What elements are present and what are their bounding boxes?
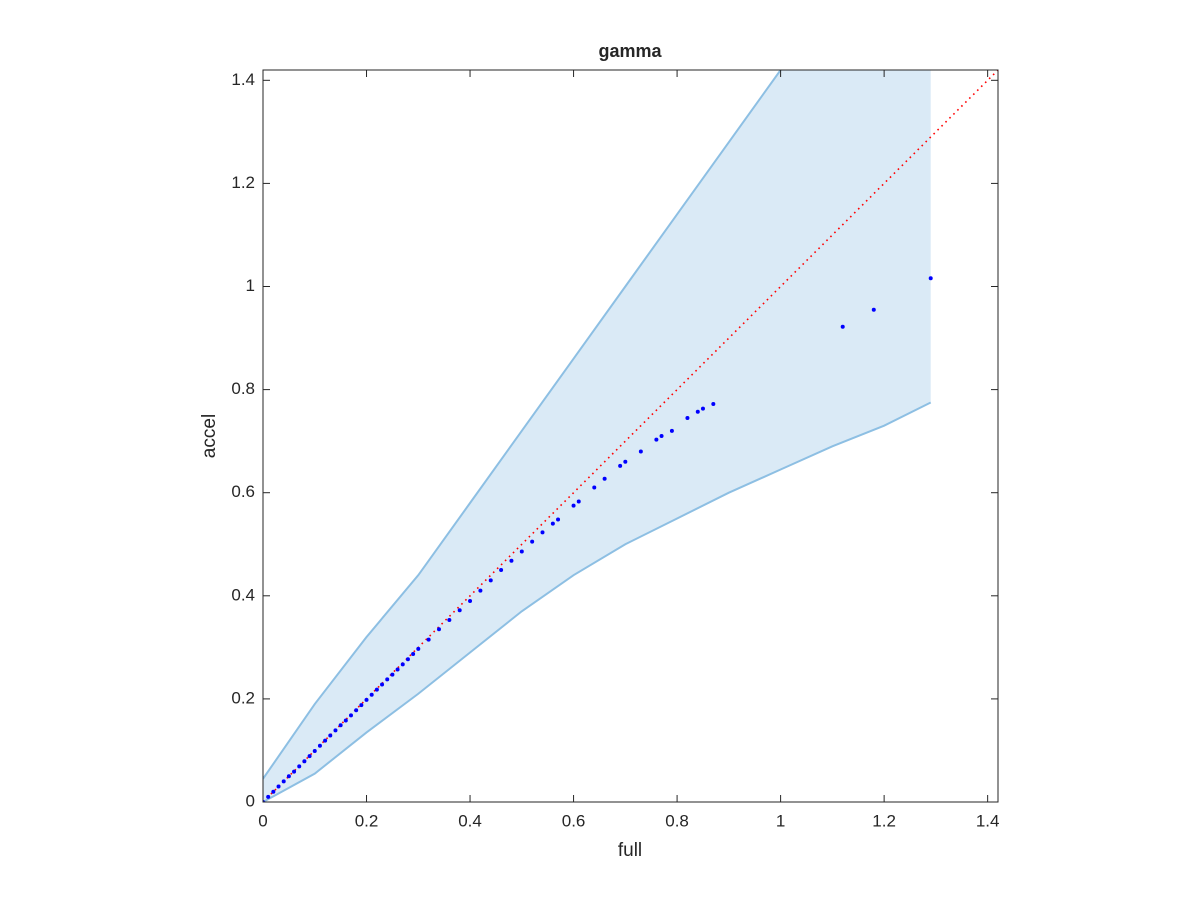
point	[519, 549, 524, 554]
confidence-band	[263, 70, 931, 802]
point	[659, 434, 664, 438]
band-lower-edge	[263, 401, 932, 802]
point	[348, 713, 353, 718]
point	[292, 769, 297, 774]
y-tick-label: 0.2	[231, 688, 255, 707]
x-tick-label: 0.6	[562, 811, 586, 830]
point	[488, 578, 493, 583]
point	[390, 672, 395, 677]
point	[840, 324, 845, 329]
point	[426, 637, 431, 642]
point	[468, 598, 473, 603]
x-tick-label: 0.4	[458, 811, 482, 830]
point	[623, 459, 628, 464]
point	[592, 485, 597, 490]
y-tick-label: 0	[246, 791, 255, 810]
point	[323, 738, 328, 743]
y-tick-label: 0.6	[231, 482, 255, 501]
point	[540, 530, 545, 535]
point	[618, 463, 623, 468]
point	[338, 723, 343, 728]
point	[312, 748, 317, 753]
point	[395, 667, 400, 672]
point	[457, 608, 462, 613]
point	[571, 503, 576, 508]
point	[499, 568, 504, 573]
point	[400, 662, 405, 667]
point	[411, 652, 416, 657]
point	[928, 276, 933, 281]
point	[369, 692, 374, 697]
point	[317, 743, 322, 748]
point	[286, 774, 291, 779]
x-tick-label: 1.2	[872, 811, 896, 830]
point	[307, 754, 312, 759]
point	[509, 558, 514, 563]
point	[276, 784, 281, 789]
point	[302, 759, 307, 764]
x-tick-label: 0.2	[355, 811, 379, 830]
point	[333, 728, 338, 733]
plot-area	[263, 70, 998, 802]
axes-box	[262, 69, 999, 803]
x-tick-label: 0	[258, 811, 267, 830]
y-tick-label: 0.4	[231, 585, 255, 604]
x-tick-label: 1	[776, 811, 785, 830]
point	[297, 764, 302, 769]
point	[447, 618, 452, 623]
point	[638, 449, 643, 454]
point	[359, 703, 364, 708]
point	[700, 406, 705, 411]
y-tick-label: 1.4	[231, 70, 255, 89]
chart-title: gamma	[598, 41, 662, 61]
y-axis-label: accel	[199, 414, 220, 458]
point	[669, 428, 674, 433]
point	[654, 437, 659, 442]
point	[374, 687, 379, 692]
x-tick-label: 0.8	[665, 811, 689, 830]
point	[271, 789, 276, 794]
point	[436, 627, 441, 632]
point	[328, 733, 333, 738]
point	[695, 409, 700, 414]
point	[530, 539, 535, 544]
point	[416, 646, 421, 651]
y-tick-label: 0.8	[231, 379, 255, 398]
point	[685, 415, 690, 420]
point	[281, 779, 286, 784]
point	[602, 476, 607, 481]
point	[364, 697, 369, 702]
y-tick-label: 1	[246, 276, 255, 295]
x-tick-label: 1.4	[976, 811, 1000, 830]
point	[711, 402, 716, 407]
point	[550, 521, 555, 526]
point	[405, 657, 410, 662]
point	[385, 677, 390, 682]
y-tick-label: 1.2	[231, 173, 255, 192]
point	[354, 708, 359, 713]
point	[556, 517, 561, 522]
x-axis-label: full	[618, 840, 642, 861]
point	[576, 499, 581, 504]
point	[266, 794, 271, 799]
point	[343, 718, 348, 723]
point	[478, 588, 483, 593]
point	[380, 682, 385, 687]
point	[871, 307, 876, 312]
band-upper-edge	[263, 70, 782, 780]
